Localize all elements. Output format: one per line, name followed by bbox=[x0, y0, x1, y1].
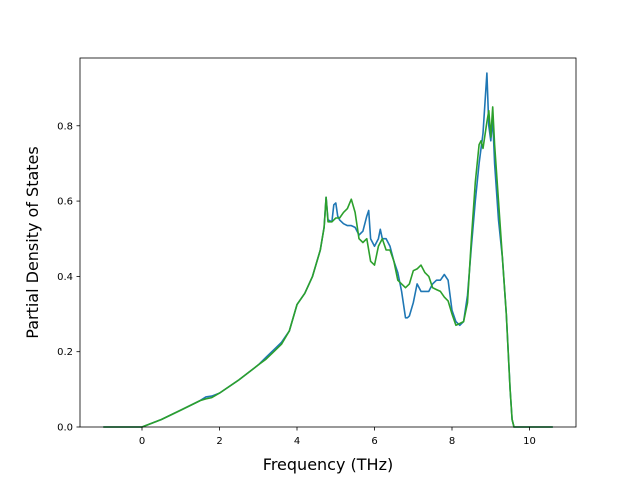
x-tick-label: 4 bbox=[294, 436, 300, 447]
x-tick-label: 6 bbox=[371, 436, 377, 447]
x-tick-label: 0 bbox=[139, 436, 145, 447]
y-axis-ticks: 0.0 0.2 0.4 0.6 0.8 bbox=[57, 121, 80, 434]
plot-area-frame bbox=[79, 57, 577, 428]
x-tick-label: 10 bbox=[523, 436, 536, 447]
x-axis-ticks: 0 2 4 6 8 10 bbox=[139, 427, 536, 447]
series-layer bbox=[103, 72, 553, 428]
y-axis-label: Partial Density of States bbox=[23, 146, 42, 338]
series-line-2 bbox=[103, 106, 553, 428]
y-tick-label: 0.6 bbox=[57, 197, 73, 208]
x-tick-label: 2 bbox=[216, 436, 222, 447]
y-tick-label: 0.0 bbox=[57, 423, 73, 434]
y-tick-label: 0.4 bbox=[57, 272, 73, 283]
y-tick-label: 0.8 bbox=[57, 121, 73, 132]
x-tick-label: 8 bbox=[449, 436, 455, 447]
x-axis-label: Frequency (THz) bbox=[263, 455, 393, 474]
y-tick-label: 0.2 bbox=[57, 347, 73, 358]
